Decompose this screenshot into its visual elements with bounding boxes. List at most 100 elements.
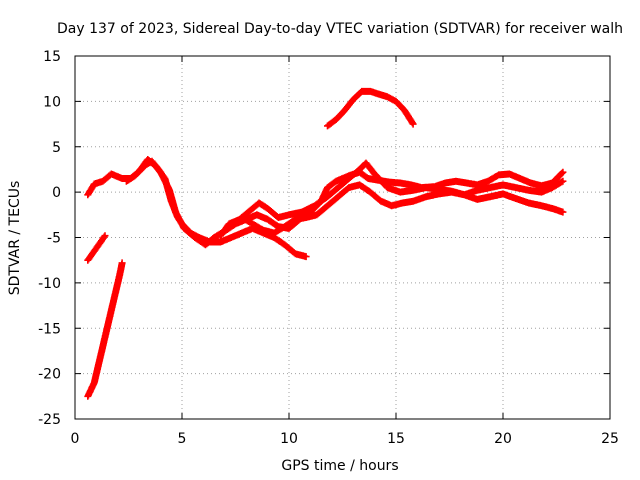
data-point — [300, 210, 304, 214]
data-point — [287, 213, 291, 217]
data-point — [390, 204, 393, 207]
data-point — [182, 227, 186, 230]
data-point — [294, 218, 297, 221]
y-tick-label: 5 — [52, 140, 61, 156]
x-tick-label: 25 — [601, 431, 619, 447]
data-point — [364, 161, 368, 165]
series-trace-e — [84, 232, 109, 264]
series-trace-g — [324, 87, 417, 130]
data-point — [266, 218, 269, 221]
y-tick-label: 10 — [43, 94, 61, 110]
y-tick-label: -25 — [38, 412, 61, 428]
data-point — [326, 124, 329, 128]
data-point — [373, 172, 376, 176]
data-point — [501, 183, 505, 187]
data-point — [540, 184, 543, 187]
data-point — [251, 222, 254, 226]
data-point — [437, 188, 440, 191]
data-point — [101, 180, 105, 183]
series-marks — [84, 232, 109, 264]
data-point — [366, 177, 370, 180]
data-point — [409, 183, 413, 187]
data-point — [337, 186, 340, 189]
data-point — [103, 234, 107, 237]
series-marks — [122, 157, 567, 249]
data-point — [133, 174, 137, 177]
data-point — [294, 252, 297, 256]
data-point — [386, 95, 389, 99]
data-point — [454, 180, 458, 183]
series-marks — [84, 259, 126, 400]
x-tick-label: 15 — [387, 431, 405, 447]
data-point — [379, 200, 383, 203]
data-point — [304, 216, 308, 219]
x-tick-label: 5 — [178, 431, 187, 447]
data-point — [518, 177, 522, 180]
data-point — [352, 98, 355, 101]
data-point — [551, 207, 554, 210]
y-tick-label: -10 — [38, 276, 61, 292]
chart-title: Day 137 of 2023, Sidereal Day-to-day VTE… — [57, 21, 623, 37]
data-point — [540, 190, 543, 194]
data-point — [86, 395, 90, 398]
data-point — [369, 90, 372, 93]
data-point — [326, 186, 329, 189]
data-point — [283, 243, 286, 246]
data-point — [120, 177, 124, 180]
data-point — [347, 177, 351, 180]
data-point — [347, 186, 351, 189]
data-point — [514, 186, 518, 189]
data-point — [257, 201, 261, 205]
y-tick-label: -5 — [47, 231, 61, 247]
data-point — [399, 190, 402, 194]
grid — [75, 56, 610, 419]
y-tick-label: -20 — [38, 367, 61, 383]
data-point — [114, 290, 117, 294]
data-point — [240, 216, 244, 219]
data-point — [150, 160, 154, 163]
data-point — [93, 381, 96, 384]
data-point — [144, 163, 147, 167]
data-point — [465, 181, 468, 185]
data-point — [118, 272, 122, 275]
data-point — [450, 190, 453, 194]
data-point — [97, 363, 100, 366]
data-point — [424, 186, 428, 189]
x-tick-label: 10 — [280, 431, 298, 447]
data-point — [476, 183, 479, 187]
data-point — [476, 198, 479, 201]
x-tick-label: 0 — [71, 431, 80, 447]
data-point — [249, 209, 252, 212]
data-point — [411, 122, 415, 126]
data-point — [110, 308, 113, 312]
data-point — [93, 249, 96, 253]
data-point — [394, 100, 398, 103]
data-point — [174, 210, 177, 214]
data-point — [463, 193, 466, 197]
data-point — [272, 236, 276, 239]
data-point — [315, 213, 319, 217]
data-point — [399, 181, 402, 185]
data-point — [313, 204, 316, 207]
data-point — [358, 168, 361, 171]
data-point — [277, 216, 280, 219]
series-trace-d — [238, 181, 567, 237]
series-trace-b — [122, 157, 567, 249]
data-point — [551, 186, 554, 189]
data-point — [240, 231, 244, 235]
data-point — [304, 255, 308, 258]
data-point — [110, 172, 113, 176]
data-point — [369, 190, 372, 194]
data-point — [227, 222, 231, 226]
data-point — [219, 240, 222, 244]
data-point — [488, 186, 492, 189]
data-point — [403, 109, 406, 112]
series-trace-f — [84, 259, 126, 400]
data-point — [326, 204, 329, 207]
data-layer — [84, 87, 567, 400]
data-point — [334, 118, 338, 121]
data-point — [358, 183, 361, 187]
data-point — [411, 200, 415, 203]
data-point — [488, 195, 492, 198]
